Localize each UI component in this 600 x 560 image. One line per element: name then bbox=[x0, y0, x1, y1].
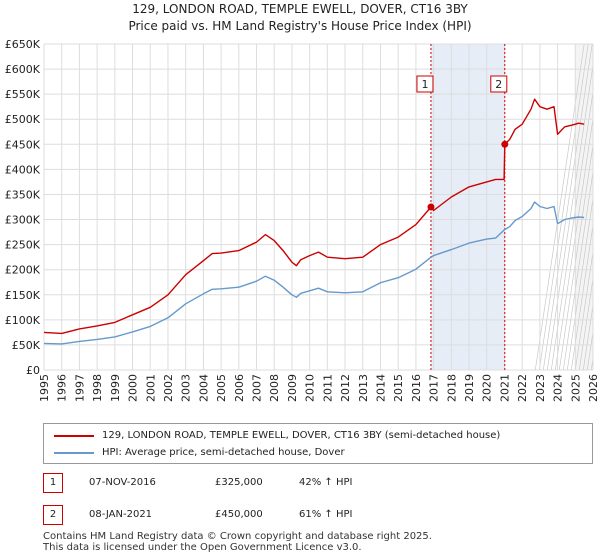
hatch-line bbox=[558, 96, 600, 371]
hatch-line bbox=[538, 43, 589, 371]
hatch-line bbox=[582, 256, 600, 371]
hatch-line bbox=[546, 43, 597, 371]
x-tick-label: 1998 bbox=[91, 374, 104, 402]
transaction-date: 07-NOV-2016 bbox=[89, 477, 156, 488]
hatch-mask bbox=[593, 43, 600, 371]
hatch-line bbox=[578, 229, 600, 371]
footer-licence: This data is licensed under the Open Gov… bbox=[43, 542, 362, 553]
sale-label-box bbox=[416, 75, 434, 93]
transaction-marker: 1 bbox=[43, 473, 63, 493]
y-tick-label: £350K bbox=[5, 188, 41, 201]
y-tick-label: £500K bbox=[5, 113, 41, 126]
chart-legend: 129, LONDON ROAD, TEMPLE EWELL, DOVER, C… bbox=[43, 423, 593, 464]
price-chart: 1 2 £0 £50K £100K £150K £200K £250K £300K £350K £… bbox=[5, 38, 600, 402]
transaction-price: £450,000 bbox=[215, 509, 263, 520]
footer-copyright: Contains HM Land Registry data © Crown c… bbox=[43, 531, 432, 542]
x-tick-label: 2009 bbox=[286, 374, 299, 402]
x-tick-label: 2010 bbox=[304, 374, 317, 402]
y-tick-label: £600K bbox=[5, 63, 41, 76]
y-tick-label: £250K bbox=[5, 239, 41, 252]
x-tick-label: 2012 bbox=[339, 374, 352, 402]
x-tick-label: 2026 bbox=[587, 374, 600, 402]
transaction-price: £325,000 bbox=[215, 477, 263, 488]
x-tick-label: 2000 bbox=[127, 374, 140, 402]
x-tick-label: 2020 bbox=[481, 374, 494, 402]
hpi-line bbox=[43, 201, 585, 345]
x-tick-label: 2015 bbox=[392, 374, 405, 402]
legend-label-hpi: HPI: Average price, semi-detached house,… bbox=[102, 447, 345, 458]
y-tick-label: £100K bbox=[5, 314, 41, 327]
sale-label-box bbox=[490, 75, 508, 93]
x-tick-label: 2017 bbox=[428, 374, 441, 402]
hatch-line bbox=[542, 43, 593, 371]
y-tick-label: £300K bbox=[5, 214, 41, 227]
x-tick-label: 2003 bbox=[180, 374, 193, 402]
x-tick-label: 2025 bbox=[569, 374, 582, 402]
x-tick-label: 2014 bbox=[374, 374, 387, 402]
x-tick-label: 1997 bbox=[73, 374, 86, 402]
chart-title: 129, LONDON ROAD, TEMPLE EWELL, DOVER, C… bbox=[132, 2, 468, 16]
x-tick-label: 2002 bbox=[162, 374, 175, 402]
y-tick-label: £0 bbox=[26, 364, 40, 377]
hatch-line bbox=[562, 122, 600, 371]
x-tick-label: 2007 bbox=[251, 374, 264, 402]
sale-label: 2 bbox=[495, 78, 502, 91]
shaded-period bbox=[430, 44, 505, 370]
sale-point bbox=[501, 140, 509, 148]
chart-subtitle: Price paid vs. HM Land Registry's House … bbox=[128, 19, 472, 33]
y-tick-label: £400K bbox=[5, 163, 41, 176]
legend-swatch-hpi bbox=[54, 452, 94, 454]
x-tick-label: 2008 bbox=[268, 374, 281, 402]
x-tick-label: 2001 bbox=[144, 374, 157, 402]
transaction-hpi: 61% ↑ HPI bbox=[299, 509, 353, 520]
x-tick-label: 1999 bbox=[109, 374, 122, 402]
property-price-line bbox=[43, 98, 585, 335]
hatch-line bbox=[534, 43, 585, 371]
x-tick-label: 2021 bbox=[498, 374, 511, 402]
y-tick-label: £50K bbox=[12, 339, 41, 352]
x-tick-label: 2022 bbox=[516, 374, 529, 402]
y-tick-label: £150K bbox=[5, 289, 41, 302]
y-tick-label: £550K bbox=[5, 88, 41, 101]
x-tick-label: 2016 bbox=[410, 374, 423, 402]
x-tick-label: 2018 bbox=[445, 374, 458, 402]
transaction-hpi: 42% ↑ HPI bbox=[299, 477, 353, 488]
legend-label-property: 129, LONDON ROAD, TEMPLE EWELL, DOVER, C… bbox=[102, 430, 501, 441]
x-tick-label: 2024 bbox=[552, 374, 565, 402]
x-tick-label: 2004 bbox=[197, 374, 210, 402]
y-tick-label: £450K bbox=[5, 138, 41, 151]
x-tick-label: 1996 bbox=[56, 374, 69, 402]
x-tick-label: 2013 bbox=[357, 374, 370, 402]
transaction-marker: 2 bbox=[43, 505, 63, 525]
y-tick-label: £200K bbox=[5, 264, 41, 277]
x-tick-label: 2006 bbox=[233, 374, 246, 402]
transaction-date: 08-JAN-2021 bbox=[89, 509, 153, 520]
sale-point bbox=[427, 203, 435, 211]
x-tick-label: 2005 bbox=[215, 374, 228, 402]
sale-label: 1 bbox=[421, 78, 428, 91]
x-tick-label: 2019 bbox=[463, 374, 476, 402]
x-tick-label: 2023 bbox=[534, 374, 547, 402]
y-tick-label: £650K bbox=[5, 38, 41, 51]
legend-swatch-property bbox=[54, 435, 94, 437]
x-tick-label: 2011 bbox=[321, 374, 334, 402]
x-tick-label: 1995 bbox=[38, 374, 51, 402]
